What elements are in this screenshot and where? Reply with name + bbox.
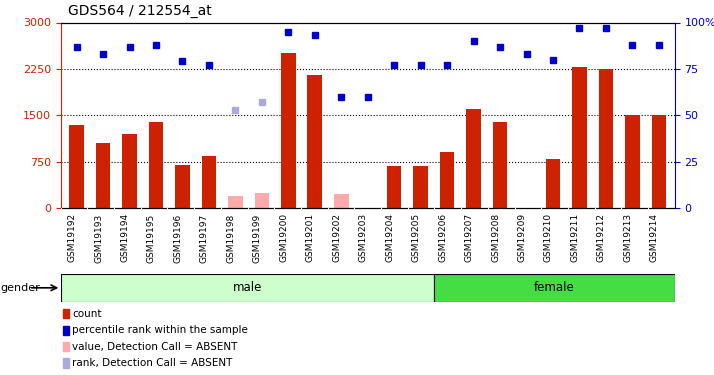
Text: GSM19211: GSM19211 <box>570 213 580 262</box>
Bar <box>201 156 216 208</box>
Text: GSM19199: GSM19199 <box>253 213 262 262</box>
Bar <box>598 69 613 208</box>
Bar <box>440 152 454 208</box>
Text: gender: gender <box>1 283 41 293</box>
Text: GSM19209: GSM19209 <box>518 213 526 262</box>
Bar <box>63 358 69 368</box>
Text: GSM19196: GSM19196 <box>174 213 183 262</box>
Bar <box>149 122 164 208</box>
Text: value, Detection Call = ABSENT: value, Detection Call = ABSENT <box>73 342 238 352</box>
Text: GSM19204: GSM19204 <box>385 213 394 262</box>
Text: GSM19213: GSM19213 <box>623 213 633 262</box>
Text: GSM19207: GSM19207 <box>465 213 473 262</box>
Text: female: female <box>534 281 575 294</box>
Bar <box>493 122 508 208</box>
Bar <box>63 326 69 335</box>
Text: male: male <box>233 281 262 294</box>
Text: GSM19212: GSM19212 <box>597 213 606 262</box>
Bar <box>175 165 190 208</box>
Bar <box>255 193 269 208</box>
Text: GSM19193: GSM19193 <box>94 213 103 262</box>
Text: GSM19208: GSM19208 <box>491 213 500 262</box>
Text: GDS564 / 212554_at: GDS564 / 212554_at <box>68 4 211 18</box>
Text: GSM19192: GSM19192 <box>68 213 76 262</box>
Bar <box>63 309 69 318</box>
Text: GSM19206: GSM19206 <box>438 213 447 262</box>
Text: GSM19205: GSM19205 <box>412 213 421 262</box>
Text: rank, Detection Call = ABSENT: rank, Detection Call = ABSENT <box>73 358 233 368</box>
Bar <box>625 116 640 208</box>
Text: GSM19197: GSM19197 <box>200 213 209 262</box>
Bar <box>413 166 428 208</box>
Text: count: count <box>73 309 102 319</box>
Bar <box>434 274 675 302</box>
Text: GSM19201: GSM19201 <box>306 213 315 262</box>
Text: percentile rank within the sample: percentile rank within the sample <box>73 325 248 335</box>
Text: GSM19200: GSM19200 <box>279 213 288 262</box>
Bar <box>281 54 296 208</box>
Bar <box>61 274 434 302</box>
Bar <box>334 194 348 208</box>
Text: GSM19195: GSM19195 <box>147 213 156 262</box>
Bar <box>545 159 560 208</box>
Bar <box>122 134 137 208</box>
Bar <box>96 143 111 208</box>
Text: GSM19194: GSM19194 <box>121 213 129 262</box>
Bar <box>572 67 587 208</box>
Bar <box>63 342 69 351</box>
Bar <box>466 109 481 208</box>
Bar <box>652 116 666 208</box>
Text: GSM19210: GSM19210 <box>544 213 553 262</box>
Text: GSM19203: GSM19203 <box>358 213 368 262</box>
Bar <box>69 124 84 208</box>
Bar <box>228 196 243 208</box>
Bar <box>387 166 401 208</box>
Bar <box>308 75 322 208</box>
Text: GSM19198: GSM19198 <box>226 213 236 262</box>
Text: GSM19202: GSM19202 <box>332 213 341 262</box>
Text: GSM19214: GSM19214 <box>650 213 659 262</box>
